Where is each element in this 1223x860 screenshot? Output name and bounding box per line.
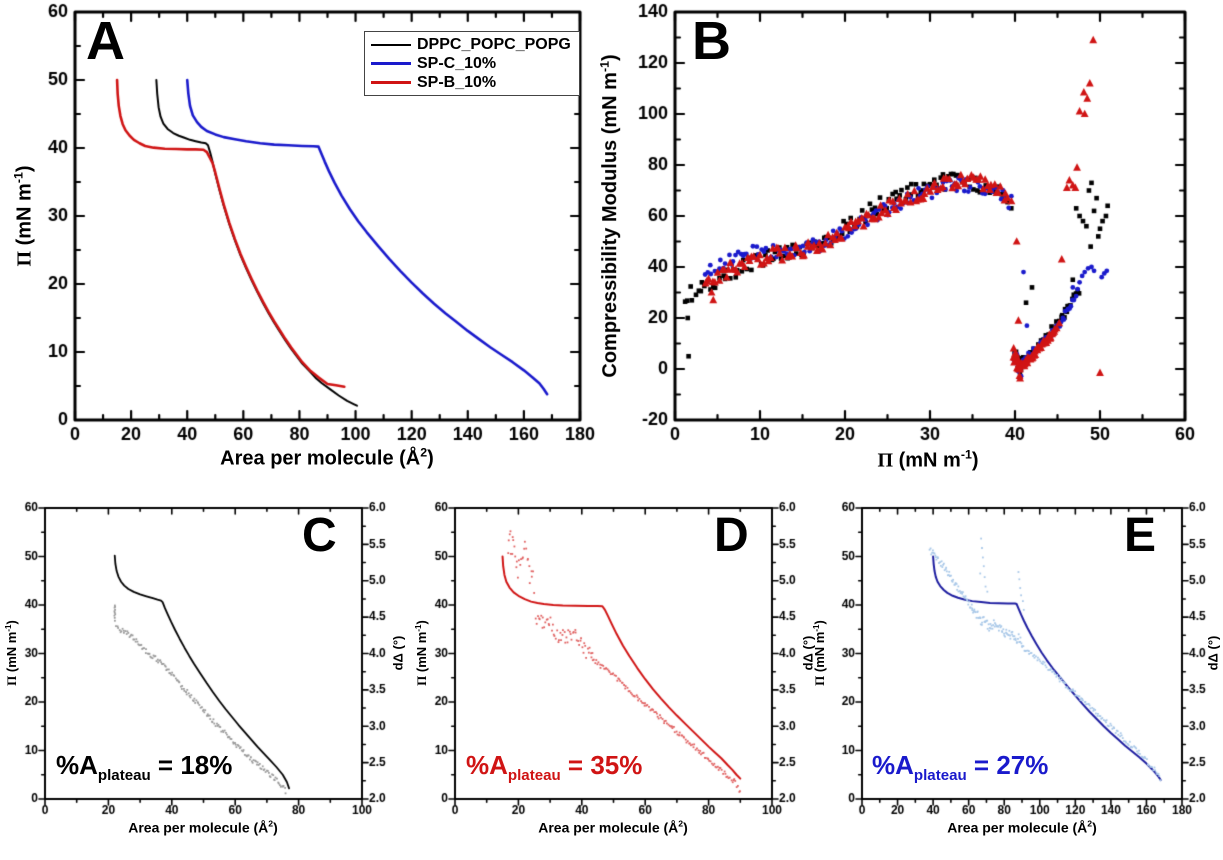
- legend-line-sample: [371, 62, 411, 65]
- panel-c-annotation: %Aplateau = 18%: [56, 750, 233, 785]
- panel-d-letter: D: [714, 509, 749, 562]
- panel-d-annotation: %Aplateau = 35%: [466, 750, 643, 785]
- panel-e-y-axis-title: Π (mN m-1): [811, 620, 828, 686]
- legend-line-sample: [371, 43, 411, 46]
- panel-b-x-axis-title: Π (mN m-1): [877, 447, 979, 472]
- legend-item: SP-B_10%: [371, 73, 571, 92]
- legend: DPPC_POPC_POPG SP-C_10% SP-B_10%: [364, 31, 580, 96]
- panel-a-y-axis-title: Π (mN m-1): [11, 165, 36, 267]
- panel-b-letter: B: [692, 11, 731, 71]
- legend-label: DPPC_POPC_POPG: [417, 35, 571, 53]
- panel-d-x-axis-title: Area per molecule (Å2): [538, 818, 688, 836]
- panel-e-x-axis-title: Area per molecule (Å2): [947, 818, 1097, 836]
- panel-e-letter: E: [1124, 509, 1157, 562]
- panel-e-y2-axis-title: dΔ (°): [1205, 635, 1221, 671]
- legend-line-sample: [371, 81, 411, 84]
- legend-label: SP-B_10%: [417, 73, 497, 91]
- panel-e-annotation: %Aplateau = 27%: [872, 750, 1049, 785]
- panel-c-y2-axis-title: dΔ (°): [390, 635, 406, 671]
- panel-a-letter: A: [86, 11, 125, 71]
- panel-a-x-axis-title: Area per molecule (Å2): [220, 445, 434, 470]
- legend-item: DPPC_POPC_POPG: [371, 35, 571, 54]
- panel-c-y-axis-title: Π (mN m-1): [3, 620, 20, 686]
- panel-d-y-axis-title: Π (mN m-1): [413, 620, 430, 686]
- legend-label: SP-C_10%: [417, 54, 497, 72]
- panel-c-letter: C: [302, 509, 337, 562]
- panel-c-x-axis-title: Area per molecule (Å2): [128, 818, 278, 836]
- panel-b-y-axis-title: Compressibility Modulus (mN m-1): [597, 54, 622, 378]
- legend-item: SP-C_10%: [371, 54, 571, 73]
